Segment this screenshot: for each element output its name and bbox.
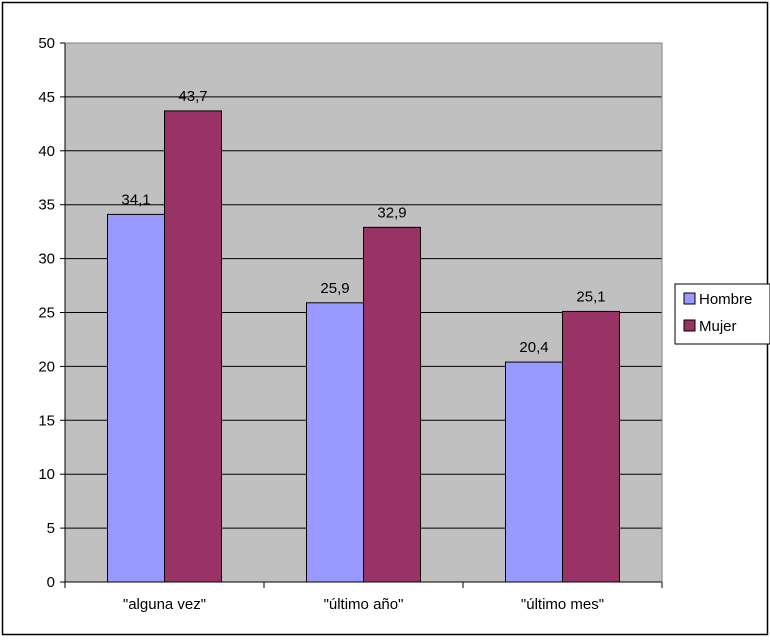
- y-tick-label: 0: [47, 574, 55, 591]
- legend-label-hombre: Hombre: [699, 291, 752, 308]
- legend-swatch-mujer: [683, 319, 696, 332]
- y-tick-label: 5: [47, 520, 55, 537]
- data-label: 34,1: [121, 191, 150, 208]
- y-tick-label: 25: [38, 305, 55, 322]
- data-label: 32,9: [377, 204, 406, 221]
- y-tick-label: 15: [38, 412, 55, 429]
- legend-swatch-hombre: [683, 292, 696, 305]
- bar-mujer: [164, 110, 222, 583]
- data-label: 20,4: [519, 339, 548, 356]
- y-tick-label: 30: [38, 251, 55, 268]
- bar-mujer: [363, 226, 421, 583]
- y-tick-label: 35: [38, 197, 55, 214]
- data-label: 25,1: [576, 288, 605, 305]
- x-tick-label: "alguna vez": [123, 596, 206, 613]
- bar-hombre: [505, 361, 563, 583]
- y-tick-label: 10: [38, 466, 55, 483]
- y-tick-label: 45: [38, 89, 55, 106]
- data-label: 43,7: [178, 88, 207, 105]
- bar-mujer: [562, 310, 620, 583]
- x-tick-label: "último año": [324, 596, 404, 613]
- legend-label-mujer: Mujer: [699, 318, 737, 335]
- x-tick-label: "último mes": [521, 596, 604, 613]
- y-tick-label: 40: [38, 143, 55, 160]
- data-label: 25,9: [320, 280, 349, 297]
- legend: Hombre Mujer: [674, 283, 770, 345]
- bar-hombre: [306, 302, 364, 583]
- bar-hombre: [107, 213, 165, 583]
- data-labels: 34,1 43,7 25,9 32,9 20,4 25,1: [121, 88, 605, 356]
- y-tick-label: 20: [38, 358, 55, 375]
- y-tick-label: 50: [38, 35, 55, 52]
- bars: [107, 110, 620, 583]
- axes: 0 5 10 15 20 25 30 35 40 45 50 "alguna vez" "último …: [38, 35, 663, 613]
